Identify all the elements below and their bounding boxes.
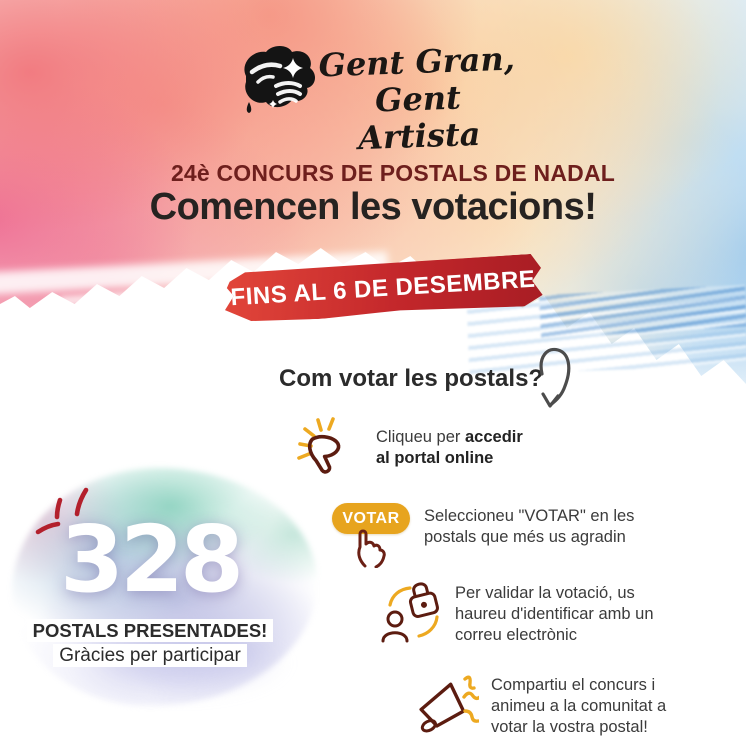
step-click-portal-text: Cliqueu per accedir al portal online (376, 427, 546, 469)
logo-wordmark: Gent Gran, Gent Artista (316, 39, 520, 159)
thanks-subtitle-text: Gràcies per participar (53, 644, 247, 667)
step-select-votar-text: Seleccioneu "VOTAR" en les postals que m… (424, 507, 635, 547)
red-emphasis-dashes (35, 487, 89, 535)
step-validate-email-text: Per validar la votació, us haureu d'iden… (455, 584, 654, 645)
logo-line1: Gent Gran, (317, 39, 516, 85)
megaphone-icon (419, 675, 479, 733)
postcards-count-label: POSTALS PRESENTADES! (5, 619, 295, 642)
step-share-contest-text: Compartiu el concurs i animeu a la comun… (491, 676, 667, 737)
face-ink-icon (244, 46, 316, 113)
cursor-click-icon (297, 417, 341, 474)
step1-bold1: accedir (464, 428, 523, 446)
step1-bold2: al portal online (376, 449, 494, 468)
votar-pill-button[interactable]: VOTAR (332, 503, 410, 534)
page-title: Comencen les votacions! (149, 186, 597, 228)
identity-lock-icon (381, 582, 439, 643)
thanks-subtitle: Gràcies per participar (5, 644, 295, 667)
deadline-banner: FINS AL 6 DE DESEMBRE (223, 253, 544, 324)
contest-kicker: 24è CONCURS DE POSTALS DE NADAL (170, 160, 616, 186)
pointing-hand-icon (357, 529, 386, 568)
howto-title: Com votar les postals? (279, 365, 544, 392)
postcards-count: 328 (59, 506, 244, 613)
watercolor-blob-fade (55, 628, 305, 716)
curved-arrow-icon (539, 347, 571, 408)
deadline-label: FINS AL 6 DE DESEMBRE (229, 265, 537, 312)
step1-regular: Cliqueu per (376, 428, 465, 446)
votar-pill-label: VOTAR (342, 509, 400, 527)
postcards-count-label-text: POSTALS PRESENTADES! (26, 619, 274, 642)
logo-line2: Gent Artista (357, 78, 481, 158)
